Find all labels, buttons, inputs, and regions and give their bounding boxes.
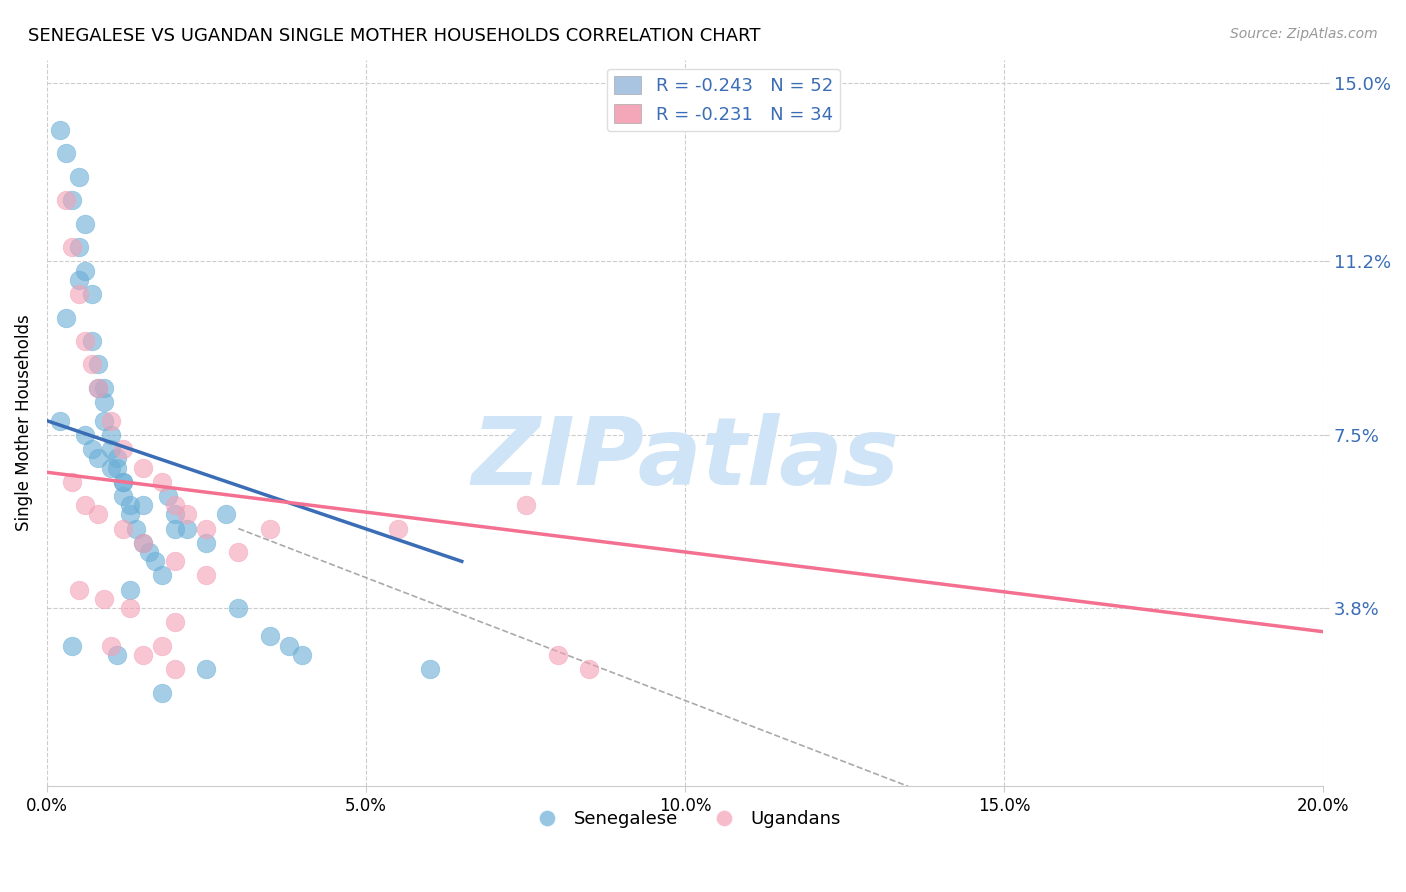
Point xyxy=(118,508,141,522)
Point xyxy=(67,273,90,287)
Point xyxy=(163,615,186,630)
Point xyxy=(62,639,84,653)
Point xyxy=(259,522,281,536)
Y-axis label: Single Mother Households: Single Mother Households xyxy=(15,315,32,532)
Point xyxy=(125,522,148,536)
Point xyxy=(157,489,180,503)
Point xyxy=(48,123,70,137)
Point xyxy=(87,358,110,372)
Point xyxy=(195,662,218,676)
Point xyxy=(67,582,90,597)
Point xyxy=(112,475,135,489)
Text: ZIPatlas: ZIPatlas xyxy=(471,413,900,506)
Point xyxy=(75,263,97,277)
Point xyxy=(150,475,173,489)
Point xyxy=(75,427,97,442)
Point xyxy=(145,554,167,568)
Point xyxy=(150,568,173,582)
Point xyxy=(112,442,135,456)
Point xyxy=(105,648,128,662)
Point xyxy=(150,639,173,653)
Text: SENEGALESE VS UGANDAN SINGLE MOTHER HOUSEHOLDS CORRELATION CHART: SENEGALESE VS UGANDAN SINGLE MOTHER HOUS… xyxy=(28,27,761,45)
Legend: Senegalese, Ugandans: Senegalese, Ugandans xyxy=(522,803,848,836)
Point xyxy=(100,414,122,428)
Point xyxy=(67,240,90,254)
Point xyxy=(87,451,110,466)
Point xyxy=(80,287,103,301)
Point xyxy=(93,381,115,395)
Point xyxy=(87,381,110,395)
Point xyxy=(131,648,153,662)
Point xyxy=(75,334,97,348)
Point xyxy=(118,601,141,615)
Point xyxy=(93,395,115,409)
Point xyxy=(62,475,84,489)
Point xyxy=(67,287,90,301)
Point xyxy=(515,498,537,512)
Point xyxy=(100,639,122,653)
Point xyxy=(100,427,122,442)
Point xyxy=(131,535,153,549)
Point xyxy=(67,169,90,184)
Point xyxy=(214,508,236,522)
Point xyxy=(138,545,160,559)
Point xyxy=(176,522,198,536)
Point xyxy=(131,535,153,549)
Point xyxy=(547,648,569,662)
Point xyxy=(80,358,103,372)
Point xyxy=(80,334,103,348)
Point xyxy=(195,535,218,549)
Point xyxy=(100,442,122,456)
Point xyxy=(55,194,77,208)
Point xyxy=(105,460,128,475)
Point xyxy=(62,240,84,254)
Point xyxy=(87,508,110,522)
Point xyxy=(75,217,97,231)
Point xyxy=(163,554,186,568)
Point xyxy=(387,522,409,536)
Point xyxy=(131,460,153,475)
Point xyxy=(228,601,250,615)
Point xyxy=(112,522,135,536)
Point xyxy=(163,498,186,512)
Point xyxy=(150,686,173,700)
Point xyxy=(195,568,218,582)
Point xyxy=(100,460,122,475)
Point xyxy=(55,310,77,325)
Point xyxy=(112,489,135,503)
Point xyxy=(163,508,186,522)
Point xyxy=(419,662,441,676)
Point xyxy=(93,414,115,428)
Point xyxy=(176,508,198,522)
Point xyxy=(118,582,141,597)
Point xyxy=(228,545,250,559)
Point xyxy=(163,522,186,536)
Point xyxy=(259,629,281,643)
Point xyxy=(163,662,186,676)
Point xyxy=(112,475,135,489)
Point xyxy=(291,648,314,662)
Point xyxy=(195,522,218,536)
Point xyxy=(278,639,301,653)
Point xyxy=(62,194,84,208)
Point xyxy=(118,498,141,512)
Point xyxy=(105,451,128,466)
Point xyxy=(75,498,97,512)
Point xyxy=(93,591,115,606)
Text: Source: ZipAtlas.com: Source: ZipAtlas.com xyxy=(1230,27,1378,41)
Point xyxy=(48,414,70,428)
Point xyxy=(578,662,600,676)
Point xyxy=(87,381,110,395)
Point xyxy=(131,498,153,512)
Point xyxy=(55,146,77,161)
Point xyxy=(80,442,103,456)
